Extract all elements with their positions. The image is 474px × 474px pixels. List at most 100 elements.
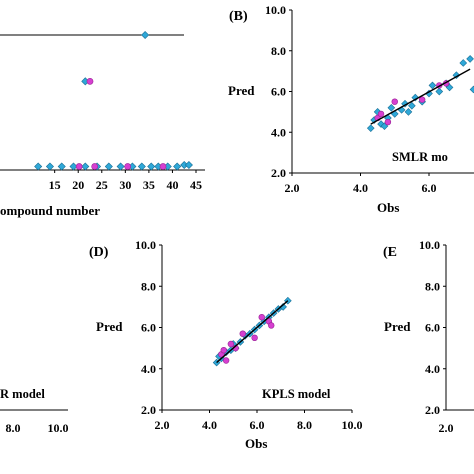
data-point-diamond [81, 162, 90, 171]
data-point-diamond [459, 59, 468, 67]
x-tick-label: 4.0 [202, 418, 217, 432]
data-point-circle [220, 346, 227, 354]
data-point-circle [75, 163, 83, 170]
data-point-diamond [184, 160, 193, 170]
panel-a-x-ticks: 15 20 25 30 35 40 45 [49, 170, 202, 192]
panel-e: (E 2.0 4.0 6.0 8.0 10.0 Pred 2.0 [383, 238, 474, 435]
data-point-diamond [279, 303, 287, 311]
data-point-circle [377, 110, 385, 118]
x-tick-label: 40 [166, 178, 178, 192]
data-point-diamond [411, 93, 420, 102]
y-tick-label: 4.0 [141, 362, 156, 376]
data-point-diamond [366, 124, 375, 132]
x-tick-label: 2.0 [155, 418, 170, 432]
x-tick-label: 2.0 [285, 181, 300, 195]
y-tick-label: 8.0 [141, 279, 156, 293]
panel-e-y-label: Pred [384, 319, 411, 334]
data-point-diamond [45, 162, 54, 171]
y-tick-label: 4.0 [271, 125, 286, 139]
panel-b-points [366, 55, 474, 132]
y-tick-label: 4.0 [425, 362, 440, 376]
x-tick-label: 10.0 [342, 418, 363, 432]
panel-b-x-ticks: 2.04.06.08.0 [285, 173, 437, 195]
data-point-diamond [428, 81, 437, 90]
y-tick-label: 10.0 [419, 238, 440, 252]
x-tick-label: 6.0 [250, 418, 265, 432]
y-tick-label: 10.0 [265, 3, 286, 17]
data-point-diamond [173, 162, 182, 171]
data-point-diamond [377, 120, 385, 128]
panel-a-x-label: ompound number [0, 203, 100, 218]
y-tick-label: 10.0 [135, 238, 156, 252]
x-tick-label: 25 [96, 178, 108, 192]
data-point-circle [384, 118, 392, 126]
panel-b-fit-line [370, 68, 471, 125]
data-point-circle [222, 357, 230, 364]
data-point-diamond [137, 162, 146, 171]
x-tick-label: 4.0 [353, 181, 368, 195]
data-point-circle [268, 322, 275, 329]
panel-d-y-label: Pred [96, 319, 123, 334]
data-point-circle [124, 163, 132, 170]
panel-d-x-ticks: 2.0 4.0 6.0 8.0 10.0 [155, 410, 363, 432]
x-tick-label: 20 [72, 178, 84, 192]
panel-d-y-ticks: 2.0 4.0 6.0 8.0 10.0 [135, 238, 162, 417]
x-tick-label: 15 [49, 178, 61, 192]
panel-c-x-tick: 10.0 [48, 421, 69, 435]
panel-d-model-label: KPLS model [262, 387, 331, 401]
y-tick-label: 8.0 [271, 44, 286, 58]
data-point-circle [91, 163, 99, 170]
data-point-diamond [34, 162, 43, 171]
data-point-diamond [387, 103, 396, 112]
panel-c: R model 8.0 10.0 [0, 387, 69, 435]
x-tick-label: 6.0 [422, 181, 437, 195]
panel-b-y-label: Pred [228, 83, 255, 98]
y-tick-label: 2.0 [271, 166, 286, 180]
panel-d-x-label: Obs [245, 436, 267, 451]
data-point-circle [239, 330, 246, 337]
y-tick-label: 6.0 [271, 85, 286, 99]
data-point-circle [418, 96, 426, 103]
panel-d: (D) 2.0 4.0 6.0 8.0 10.0 2.0 4.0 6.0 8.0 10.0 Pr… [89, 238, 363, 451]
panel-b-label: (B) [229, 9, 248, 24]
panel-b-x-label: Obs [377, 200, 399, 215]
panel-c-x-tick: 8.0 [6, 421, 21, 435]
data-point-diamond [466, 55, 474, 63]
data-point-circle [251, 334, 258, 342]
x-tick-label: 30 [119, 178, 131, 192]
panel-d-label: (D) [89, 245, 109, 260]
x-tick-label: 8.0 [297, 418, 312, 432]
y-tick-label: 8.0 [425, 279, 440, 293]
data-point-diamond [404, 108, 413, 116]
panel-e-x-tick: 2.0 [439, 421, 454, 435]
data-point-diamond [104, 162, 113, 171]
data-point-diamond [141, 30, 150, 40]
data-point-diamond [469, 85, 474, 94]
data-point-circle [258, 313, 265, 321]
panel-a-points [34, 30, 193, 171]
y-tick-label: 2.0 [425, 403, 440, 417]
data-point-circle [227, 340, 235, 348]
x-tick-label: 45 [190, 178, 202, 192]
panel-a: 15 20 25 30 35 40 45 ompound number [0, 30, 205, 218]
data-point-diamond [408, 101, 416, 110]
data-point-diamond [435, 87, 444, 96]
data-point-diamond [116, 162, 125, 171]
panel-e-label: (E [383, 245, 397, 260]
panel-b-model-label: SMLR mo [392, 150, 448, 164]
y-tick-label: 2.0 [141, 403, 156, 417]
data-point-diamond [69, 162, 78, 171]
panel-d-fit-line [216, 300, 289, 364]
data-point-circle [391, 98, 398, 105]
panel-e-y-ticks: 2.0 4.0 6.0 8.0 10.0 [419, 238, 446, 417]
panel-b-y-ticks: 2.0 4.0 6.0 8.0 10.0 [265, 3, 292, 180]
y-tick-label: 6.0 [425, 321, 440, 335]
data-point-diamond [147, 162, 156, 171]
y-tick-label: 6.0 [141, 321, 156, 335]
panel-c-model-label: R model [0, 387, 45, 401]
x-tick-label: 35 [143, 178, 155, 192]
data-point-circle [86, 77, 94, 85]
panel-b: (B) 2.0 4.0 6.0 8.0 10.0 2.0 4.0 6.0 8.0 Pred O… [228, 3, 474, 215]
data-point-circle [159, 163, 167, 170]
